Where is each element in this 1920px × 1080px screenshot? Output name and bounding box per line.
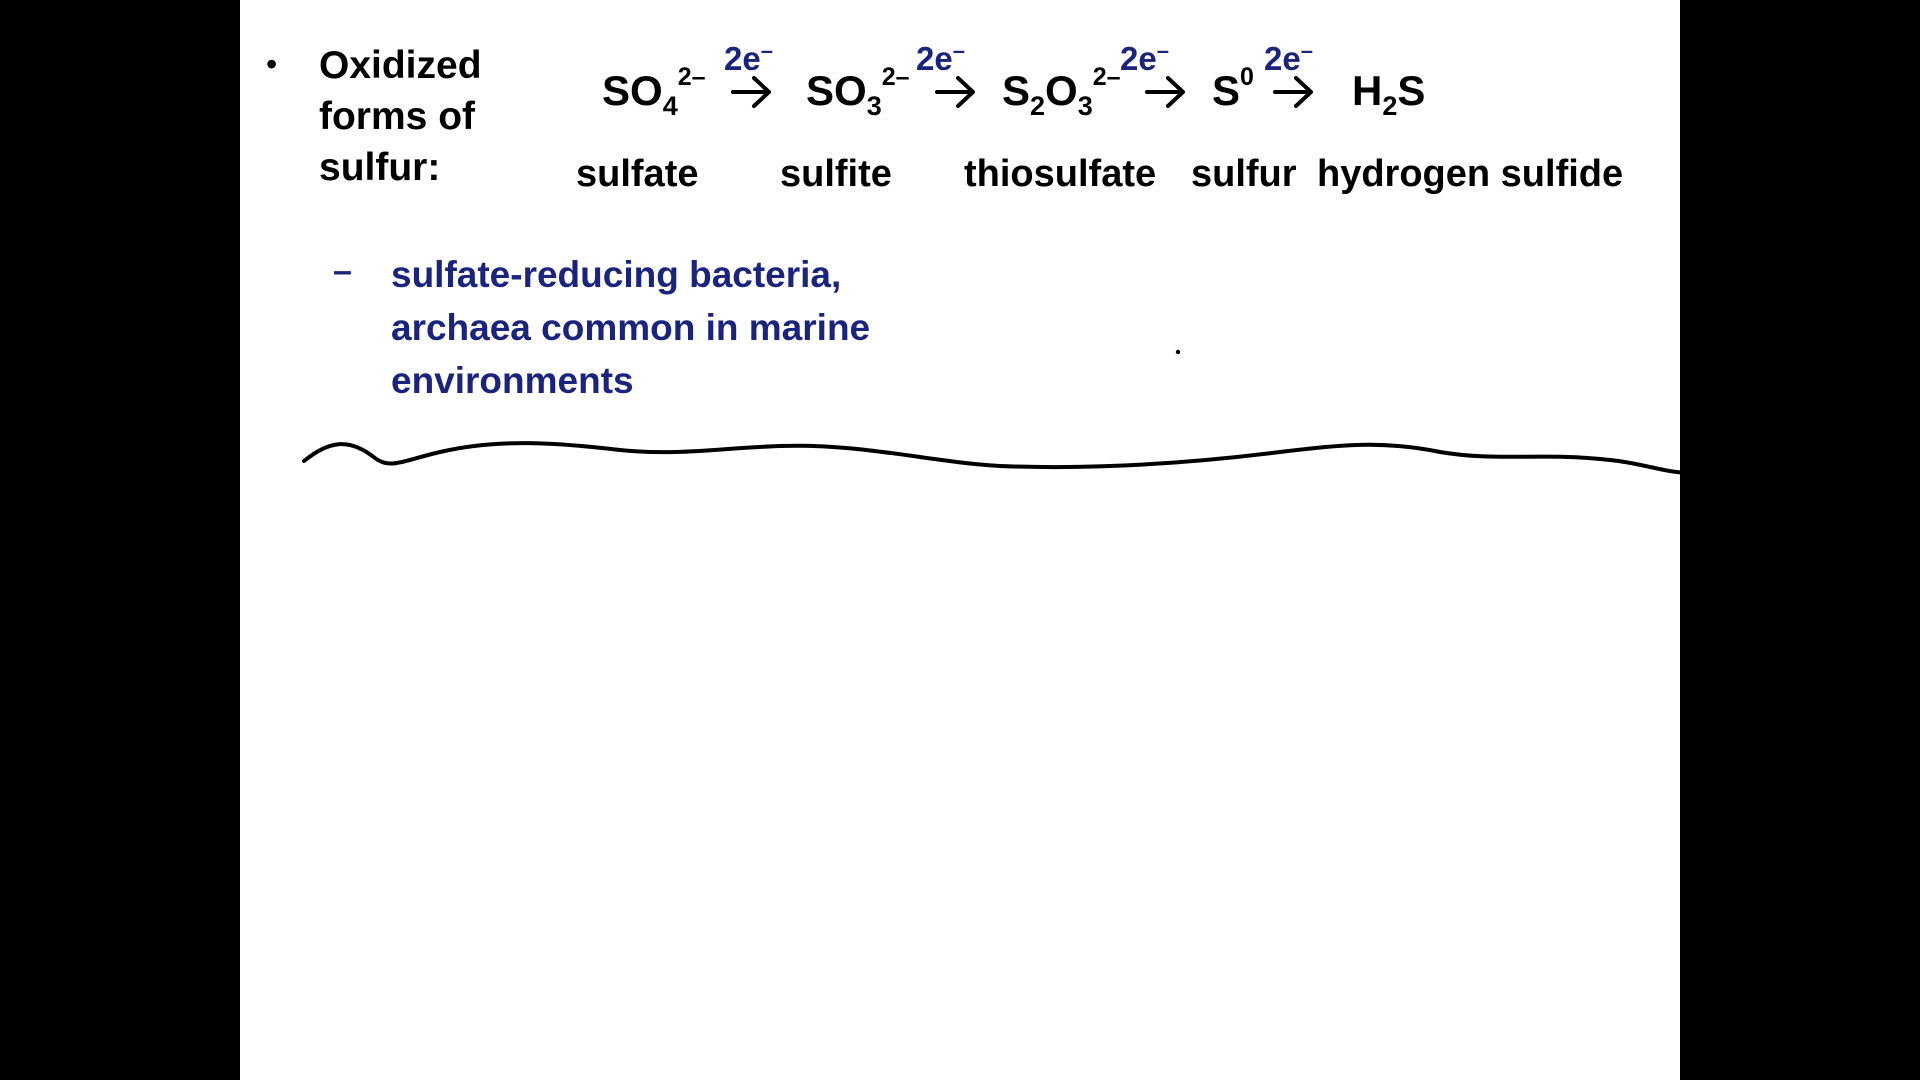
reaction-arrow-icon: [731, 76, 771, 108]
sub-bullet-line-1: sulfate-reducing bacteria,: [391, 254, 842, 295]
heading-line-1: Oxidized: [319, 44, 482, 87]
reaction-arrow-icon: [1145, 76, 1185, 108]
sub-bullet-dash: –: [333, 252, 352, 290]
name-thiosulfate: thiosulfate: [964, 153, 1157, 195]
formula-sulfur: S0: [1212, 63, 1254, 114]
name-sulfur: sulfur: [1191, 153, 1297, 195]
reaction-arrow-icon: [935, 76, 975, 108]
formula-hydrogen-sulfide: H2S: [1352, 67, 1426, 121]
name-sulfite: sulfite: [780, 153, 892, 195]
wavy-divider-line: [302, 441, 1680, 475]
name-sulfate: sulfate: [576, 153, 699, 195]
formula-sulfate: SO42–: [602, 63, 706, 121]
name-hydrogen-sulfide: hydrogen sulfide: [1317, 153, 1624, 195]
heading-line-3: sulfur:: [319, 146, 441, 189]
ink-dot: [1175, 349, 1181, 355]
bullet-marker: •: [266, 46, 278, 82]
electron-label-3: 2e–: [1120, 38, 1169, 77]
slide-heading: Oxidized forms of sulfur:: [319, 40, 482, 193]
electron-label-4: 2e–: [1264, 38, 1313, 77]
formula-thiosulfate: S2O32–: [1002, 63, 1121, 121]
electron-label-1: 2e–: [724, 38, 773, 77]
sub-bullet-text: sulfate-reducing bacteria, archaea commo…: [391, 248, 870, 407]
sub-bullet-line-2: archaea common in marine: [391, 307, 871, 348]
electron-label-2: 2e–: [916, 38, 965, 77]
formula-sulfite: SO32–: [806, 63, 910, 121]
heading-line-2: forms of: [319, 95, 475, 138]
sub-bullet-line-3: environments: [391, 360, 634, 401]
reaction-arrow-icon: [1273, 76, 1313, 108]
slide: • Oxidized forms of sulfur: SO42– SO32– …: [240, 0, 1680, 1080]
